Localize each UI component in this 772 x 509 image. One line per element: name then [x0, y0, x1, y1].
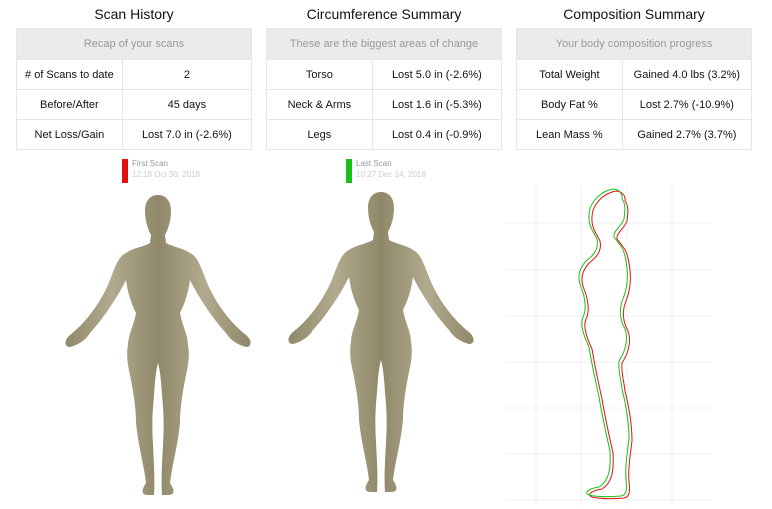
row-value: Lost 0.4 in (-0.9%): [371, 119, 503, 150]
table-header: These are the biggest areas of change: [266, 28, 502, 60]
table-row: Net Loss/Gain Lost 7.0 in (-2.6%): [16, 119, 253, 150]
row-label: Net Loss/Gain: [16, 119, 123, 150]
table-row: Lean Mass % Gained 2.7% (3.7%): [516, 119, 753, 150]
last-scan-legend: Last Scan 10:27 Dec 14, 2018: [346, 158, 426, 183]
row-value: Lost 2.7% (-10.9%): [621, 89, 753, 120]
first-scan-label: First Scan: [132, 159, 169, 168]
last-scan-color-bar: [346, 159, 352, 183]
summary-table: Recap of your scans # of Scans to date 2 Be…: [16, 28, 253, 150]
row-label: Before/After: [16, 89, 123, 120]
panel-title: Composition Summary: [563, 6, 705, 22]
first-scan-profile: [581, 190, 633, 500]
row-label: Legs: [266, 119, 373, 150]
row-label: Torso: [266, 59, 373, 90]
profile-grid: [505, 185, 712, 505]
table-row: Torso Lost 5.0 in (-2.6%): [266, 59, 503, 90]
row-value: Lost 7.0 in (-2.6%): [121, 119, 253, 150]
summary-panel: Composition Summary Your body compositio…: [516, 0, 753, 150]
first-scan-legend: First Scan 12:18 Oct 30, 2018: [122, 158, 201, 183]
summary-table: These are the biggest areas of change Tor…: [266, 28, 503, 150]
row-value: Lost 1.6 in (-5.3%): [371, 89, 503, 120]
row-value: Gained 2.7% (3.7%): [621, 119, 753, 150]
table-row: Body Fat % Lost 2.7% (-10.9%): [516, 89, 753, 120]
summary-panel: Circumference Summary These are the bigg…: [266, 0, 503, 150]
row-value: 45 days: [121, 89, 253, 120]
first-scan-body: [66, 195, 251, 495]
table-header: Your body composition progress: [516, 28, 752, 60]
table-row: Before/After 45 days: [16, 89, 253, 120]
row-label: Lean Mass %: [516, 119, 623, 150]
first-scan-date: 12:18 Oct 30, 2018: [132, 170, 201, 179]
panel-title: Scan History: [94, 6, 174, 22]
row-label: Neck & Arms: [266, 89, 373, 120]
table-row: Neck & Arms Lost 1.6 in (-5.3%): [266, 89, 503, 120]
row-label: Body Fat %: [516, 89, 623, 120]
last-scan-date: 10:27 Dec 14, 2018: [356, 170, 426, 179]
last-scan-profile: [578, 188, 630, 498]
first-scan-color-bar: [122, 159, 128, 183]
row-value: Lost 5.0 in (-2.6%): [371, 59, 503, 90]
panel-title: Circumference Summary: [306, 6, 462, 22]
last-scan-label: Last Scan: [356, 159, 392, 168]
summary-panel: Scan History Recap of your scans # of Sca…: [16, 0, 253, 150]
last-scan-body: [289, 192, 474, 492]
table-row: Legs Lost 0.4 in (-0.9%): [266, 119, 503, 150]
summary-table: Your body composition progress Total Weig…: [516, 28, 753, 150]
